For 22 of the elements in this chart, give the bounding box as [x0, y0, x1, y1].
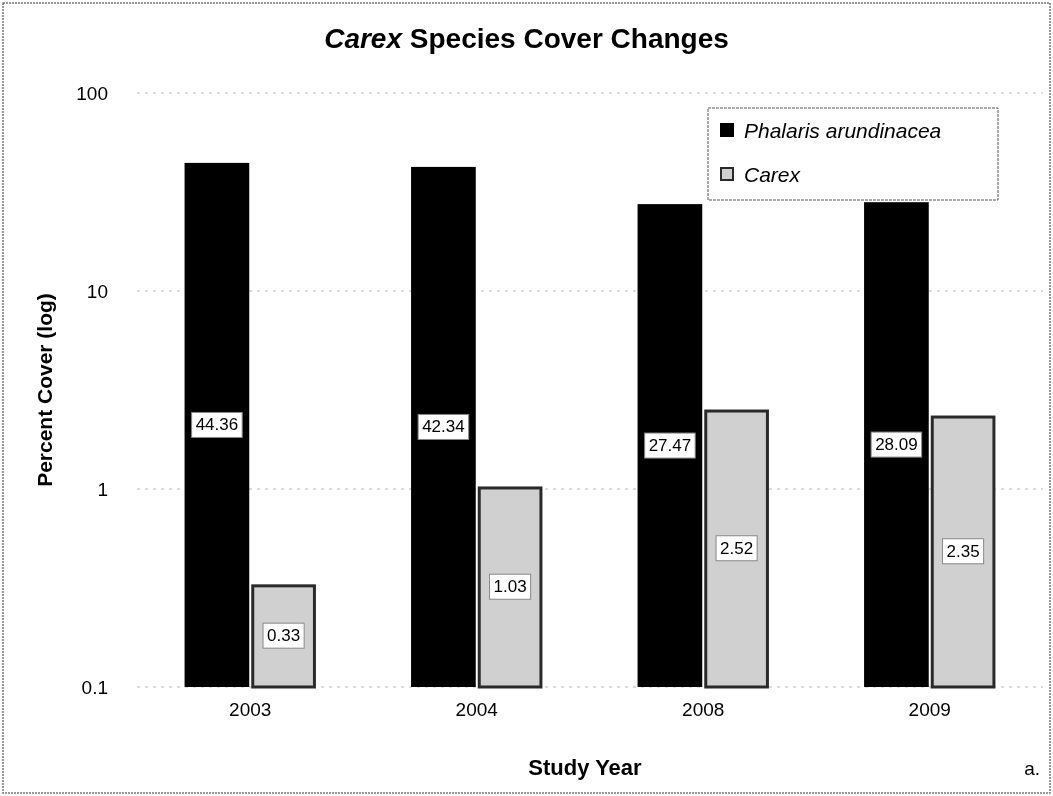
y-tick-label: 100 [76, 82, 108, 104]
data-label: 2.52 [720, 538, 754, 558]
data-label: 42.34 [422, 417, 465, 437]
x-tick-label: 2008 [682, 699, 725, 721]
x-tick-label: 2009 [908, 699, 951, 721]
data-label: 28.09 [875, 435, 918, 455]
text: a. [1024, 758, 1040, 779]
y-axis-title: Percent Cover (log) [33, 293, 56, 487]
x-axis-title: Study Year [528, 755, 643, 780]
x-tick-label: 2003 [229, 699, 272, 721]
legend-label: Carex [744, 162, 802, 186]
x-tick-label: 2004 [455, 699, 499, 721]
data-label: 2.35 [946, 541, 980, 561]
data-label: 44.36 [195, 415, 239, 435]
y-tick-label: 0.1 [81, 676, 108, 698]
y-tick-label: 1 [97, 478, 108, 500]
data-label: 0.33 [267, 626, 301, 646]
chart-title: Carex Species Cover Changes [324, 23, 729, 54]
data-label: 27.47 [648, 436, 692, 456]
y-tick-label: 10 [86, 280, 108, 302]
legend-label: Phalaris arundinacea [744, 118, 942, 142]
data-label: 1.03 [493, 577, 527, 597]
